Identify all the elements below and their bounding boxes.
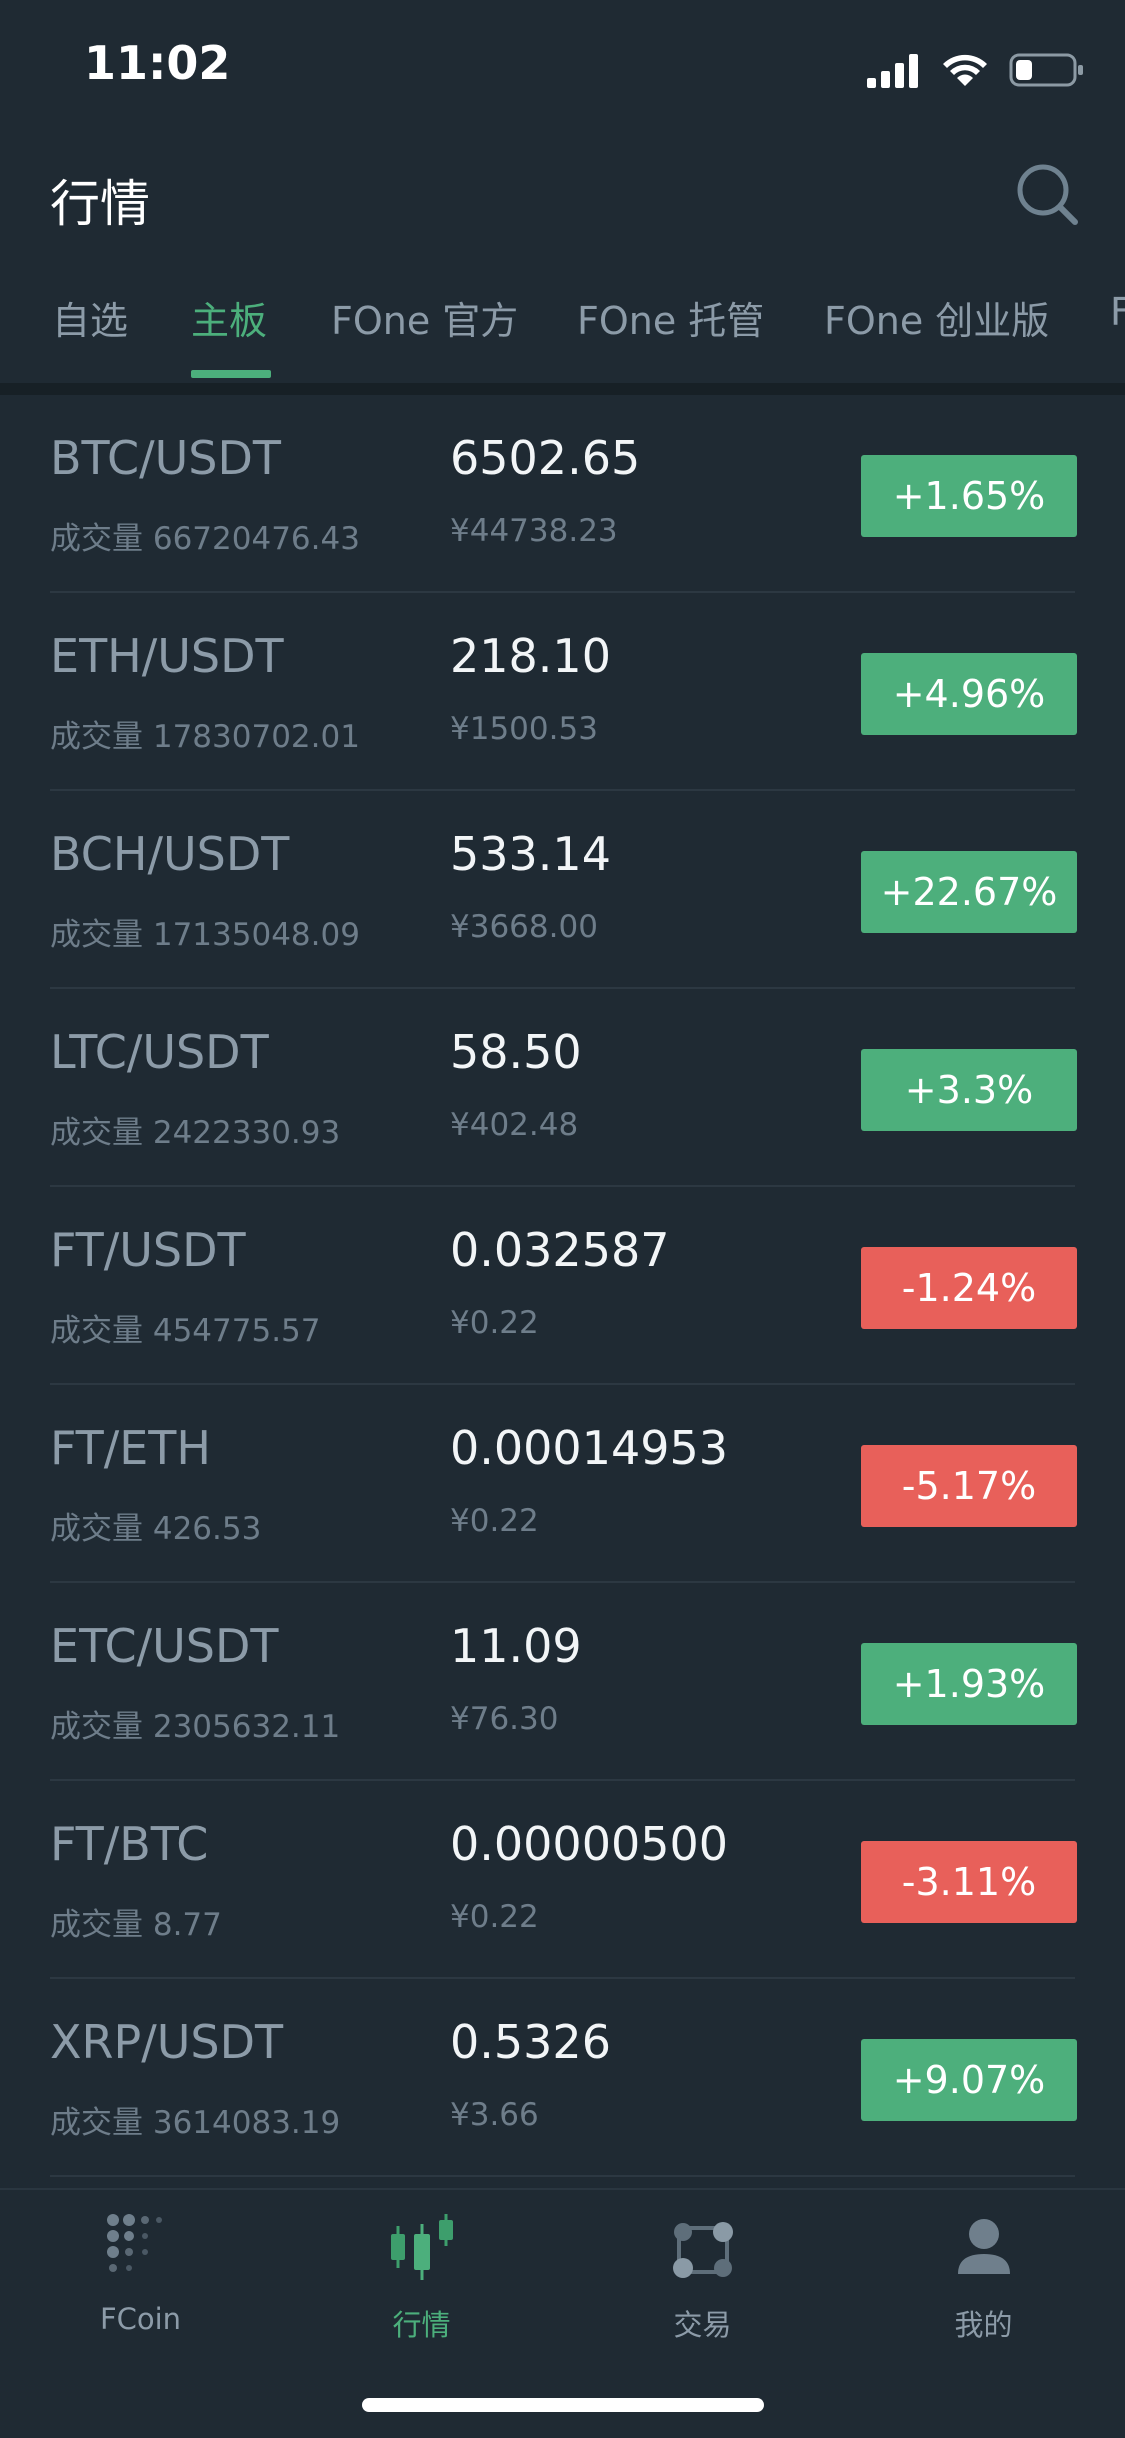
tab-overflow[interactable]: F	[1110, 290, 1125, 334]
change-badge[interactable]: +1.93%	[861, 1643, 1077, 1725]
cny-price: ¥44738.23	[450, 513, 618, 549]
nav-item-profile[interactable]: 我的	[843, 2210, 1124, 2342]
row-divider	[50, 1581, 1075, 1583]
market-row[interactable]: FT/ETH 成交量 426.53 0.00014953 ¥0.22 -5.17…	[0, 1385, 1125, 1583]
last-price: 0.00000500	[450, 1817, 729, 1871]
page-title: 行情	[50, 175, 150, 233]
status-bar: 11:02	[0, 0, 1125, 132]
change-badge[interactable]: -3.11%	[861, 1841, 1077, 1923]
user-icon	[957, 2219, 1010, 2274]
change-badge[interactable]: +3.3%	[861, 1049, 1077, 1131]
tab-fone-official[interactable]: FOne 官方	[331, 299, 519, 343]
pair-name: LTC/USDT	[50, 1025, 269, 1079]
change-badge[interactable]: +4.96%	[861, 653, 1077, 735]
pair-name: BCH/USDT	[50, 827, 290, 881]
cny-price: ¥402.48	[450, 1107, 579, 1143]
change-badge[interactable]: +9.07%	[861, 2039, 1077, 2121]
market-row[interactable]: FT/USDT 成交量 454775.57 0.032587 ¥0.22 -1.…	[0, 1187, 1125, 1385]
market-row[interactable]: ETH/USDT 成交量 17830702.01 218.10 ¥1500.53…	[0, 593, 1125, 791]
header: 行情	[0, 150, 1125, 250]
market-row[interactable]: XRP/USDT 成交量 3614083.19 0.5326 ¥3.66 +9.…	[0, 1979, 1125, 2177]
row-divider	[50, 1185, 1075, 1187]
volume: 成交量 17135048.09	[50, 917, 360, 953]
pair-name: XRP/USDT	[50, 2015, 284, 2069]
volume: 成交量 8.77	[50, 1907, 222, 1943]
market-row[interactable]: LTC/USDT 成交量 2422330.93 58.50 ¥402.48 +3…	[0, 989, 1125, 1187]
market-row[interactable]: FT/BTC 成交量 8.77 0.00000500 ¥0.22 -3.11%	[0, 1781, 1125, 1979]
last-price: 0.00014953	[450, 1421, 729, 1475]
tab-favorites[interactable]: 自选	[52, 299, 129, 343]
volume: 成交量 2422330.93	[50, 1115, 341, 1151]
wifi-icon	[943, 54, 987, 86]
cny-price: ¥0.22	[450, 1899, 539, 1935]
pair-name: BTC/USDT	[50, 431, 281, 485]
nav-label: 行情	[392, 2308, 451, 2342]
search-icon	[1017, 164, 1078, 225]
nav-item-fcoin[interactable]: FCoin	[0, 2210, 281, 2340]
battery-icon	[1009, 53, 1083, 87]
last-price: 218.10	[450, 629, 611, 683]
cny-price: ¥0.22	[450, 1503, 539, 1539]
change-badge[interactable]: +22.67%	[861, 851, 1077, 933]
pair-name: ETH/USDT	[50, 629, 284, 683]
home-indicator	[362, 2398, 764, 2412]
cny-price: ¥76.30	[450, 1701, 559, 1737]
status-icons	[867, 48, 1085, 88]
last-price: 533.14	[450, 827, 611, 881]
bottom-nav: FCoin 行情 交易 我的	[0, 2188, 1125, 2438]
pair-name: FT/BTC	[50, 1817, 209, 1871]
row-divider	[50, 2175, 1075, 2177]
row-divider	[50, 789, 1075, 791]
nav-item-trade[interactable]: 交易	[562, 2210, 843, 2342]
market-row[interactable]: BTC/USDT 成交量 66720476.43 6502.65 ¥44738.…	[0, 395, 1125, 593]
row-divider	[50, 1779, 1075, 1781]
nav-label: 交易	[673, 2308, 732, 2342]
pair-name: FT/ETH	[50, 1421, 211, 1475]
active-tab-indicator	[191, 370, 271, 378]
volume: 成交量 454775.57	[50, 1313, 321, 1349]
nav-item-market[interactable]: 行情	[281, 2210, 562, 2342]
pair-name: ETC/USDT	[50, 1619, 279, 1673]
cny-price: ¥3668.00	[450, 909, 598, 945]
change-badge[interactable]: -5.17%	[861, 1445, 1077, 1527]
exchange-icon	[672, 2222, 733, 2278]
nav-label: 我的	[954, 2308, 1013, 2342]
last-price: 11.09	[450, 1619, 582, 1673]
volume: 成交量 2305632.11	[50, 1709, 341, 1745]
last-price: 58.50	[450, 1025, 582, 1079]
change-badge[interactable]: -1.24%	[861, 1247, 1077, 1329]
volume: 成交量 17830702.01	[50, 719, 360, 755]
row-divider	[50, 591, 1075, 593]
tab-fone-custody[interactable]: FOne 托管	[577, 299, 765, 343]
fcoin-logo-icon	[106, 2214, 162, 2272]
pair-name: FT/USDT	[50, 1223, 246, 1277]
row-divider	[50, 987, 1075, 989]
tabs-divider	[0, 383, 1125, 395]
cny-price: ¥0.22	[450, 1305, 539, 1341]
last-price: 0.032587	[450, 1223, 670, 1277]
market-row[interactable]: ETC/USDT 成交量 2305632.11 11.09 ¥76.30 +1.…	[0, 1583, 1125, 1781]
change-badge[interactable]: +1.65%	[861, 455, 1077, 537]
last-price: 0.5326	[450, 2015, 611, 2069]
market-tabs: 自选 主板 FOne 官方 FOne 托管 FOne 创业版 F	[0, 280, 1125, 380]
cellular-signal-icon	[867, 54, 918, 88]
nav-label: FCoin	[99, 2302, 182, 2336]
cny-price: ¥1500.53	[450, 711, 598, 747]
status-time: 11:02	[84, 36, 231, 90]
row-divider	[50, 1383, 1075, 1385]
volume: 成交量 3614083.19	[50, 2105, 341, 2141]
row-divider	[50, 1977, 1075, 1979]
volume: 成交量 66720476.43	[50, 521, 360, 557]
search-button[interactable]	[1015, 162, 1081, 228]
market-list: BTC/USDT 成交量 66720476.43 6502.65 ¥44738.…	[0, 395, 1125, 2177]
last-price: 6502.65	[450, 431, 641, 485]
tab-main-board[interactable]: 主板	[191, 299, 268, 343]
market-row[interactable]: BCH/USDT 成交量 17135048.09 533.14 ¥3668.00…	[0, 791, 1125, 989]
cny-price: ¥3.66	[450, 2097, 539, 2133]
volume: 成交量 426.53	[50, 1511, 262, 1547]
candlestick-icon	[390, 2214, 453, 2280]
tab-fone-startup[interactable]: FOne 创业版	[824, 299, 1050, 343]
